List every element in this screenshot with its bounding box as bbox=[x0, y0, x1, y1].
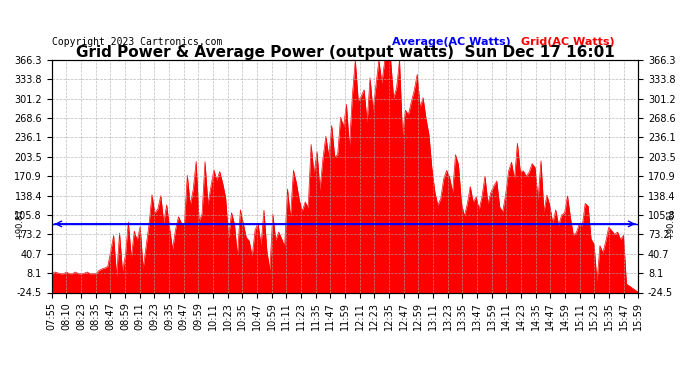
Text: Copyright 2023 Cartronics.com: Copyright 2023 Cartronics.com bbox=[52, 37, 222, 47]
Title: Grid Power & Average Power (output watts)  Sun Dec 17 16:01: Grid Power & Average Power (output watts… bbox=[76, 45, 614, 60]
Text: Grid(AC Watts): Grid(AC Watts) bbox=[521, 37, 615, 47]
Text: +90.81: +90.81 bbox=[15, 209, 24, 239]
Text: +90.81: +90.81 bbox=[666, 209, 675, 239]
Text: Average(AC Watts): Average(AC Watts) bbox=[392, 37, 511, 47]
